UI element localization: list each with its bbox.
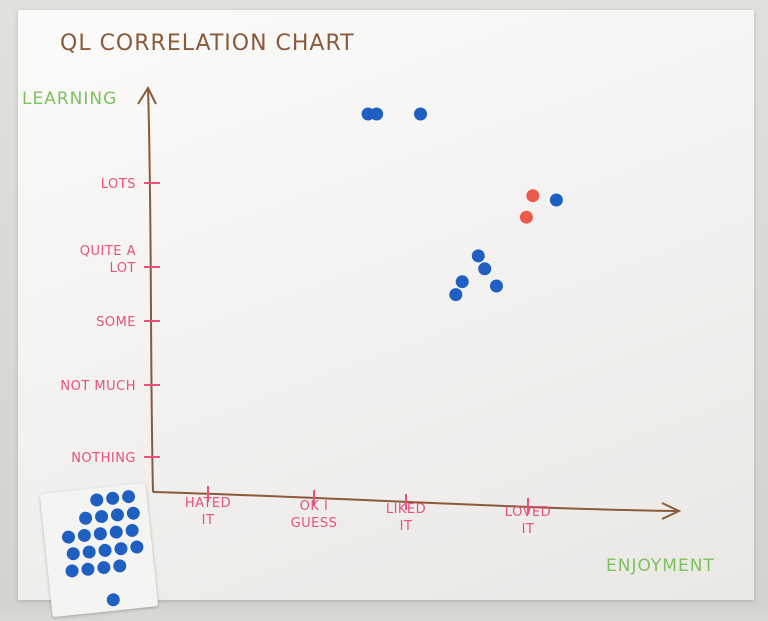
sticker-dots <box>61 490 144 607</box>
sticker-sheet <box>39 482 159 618</box>
x-tick-label: LOVED <box>505 505 551 520</box>
data-point <box>489 279 503 293</box>
y-tick-label: LOTS <box>101 177 136 192</box>
sticker-dot <box>65 564 79 578</box>
x-tick-label: OK I <box>300 499 329 514</box>
x-axis-line <box>152 491 679 512</box>
sticker-dot <box>110 508 124 522</box>
data-point <box>455 275 469 289</box>
data-point <box>478 262 492 276</box>
sticker-dot <box>95 510 109 524</box>
data-point <box>449 288 463 302</box>
x-axis-label: ENJOYMENT <box>606 556 715 576</box>
y-axis-label: LEARNING <box>22 89 117 109</box>
x-tick-label: IT <box>522 522 535 537</box>
sticker-dot <box>113 559 127 573</box>
sticker-dot <box>93 527 107 541</box>
sticker-dot <box>77 528 91 542</box>
x-axis-arrow-icon <box>661 502 682 520</box>
x-tick-label: IT <box>202 513 215 528</box>
sticker-dot <box>98 543 112 557</box>
x-tick-label: LIKED <box>386 502 426 517</box>
data-point <box>526 189 540 203</box>
y-tick-label: QUITE A <box>80 244 136 259</box>
data-point <box>549 193 563 207</box>
sticker-dot <box>125 523 139 537</box>
y-tick-label: LOT <box>110 261 136 276</box>
sticker-dot <box>106 491 120 505</box>
sticker-dot <box>109 525 123 539</box>
y-tick-label: NOTHING <box>71 451 136 466</box>
sticker-dot <box>90 493 104 507</box>
y-tick-label: NOT MUCH <box>60 379 136 394</box>
chart-title: QL CORRELATION CHART <box>60 31 355 56</box>
sticker-dot <box>130 540 144 554</box>
sticker-dot <box>81 562 95 576</box>
y-axis-line <box>147 87 154 493</box>
x-tick-label: HATED <box>185 496 231 511</box>
data-point <box>471 249 485 263</box>
sticker-dot <box>122 490 136 504</box>
sticker-dot <box>82 545 96 559</box>
sticker-dot <box>61 530 75 544</box>
sticker-dot <box>106 593 120 607</box>
y-tick-label: SOME <box>96 315 136 330</box>
sticker-dot <box>79 511 93 525</box>
y-axis-arrow-icon <box>137 85 157 105</box>
sticker-dot <box>97 561 111 575</box>
data-point <box>519 210 533 224</box>
sticker-dot <box>66 547 80 561</box>
x-tick-label: GUESS <box>291 516 338 531</box>
data-point <box>414 107 427 121</box>
data-point <box>370 107 384 121</box>
sticker-dot <box>126 506 140 520</box>
x-tick-label: IT <box>400 519 413 534</box>
sticker-dot <box>114 542 128 556</box>
